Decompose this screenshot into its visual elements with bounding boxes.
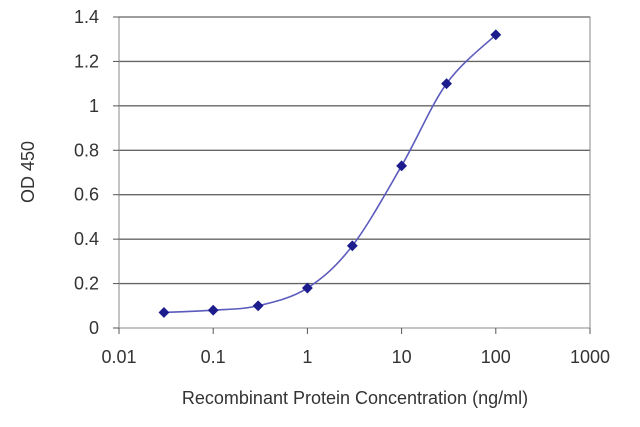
y-tick-label: 1.4 [74, 7, 99, 27]
y-axis-title: OD 450 [18, 141, 38, 203]
data-point [207, 304, 219, 316]
x-tick-label: 0.1 [201, 347, 226, 367]
y-tick-label: 1.2 [74, 51, 99, 71]
plot-frame [118, 16, 591, 329]
x-tick-label: 1000 [570, 347, 610, 367]
series-points [158, 29, 502, 318]
data-point [396, 160, 408, 172]
series-curve [163, 34, 497, 314]
data-point [252, 300, 264, 312]
y-tick-label: 0.8 [74, 140, 99, 160]
y-axis: 0 0.2 0.4 0.6 0.8 1 1.2 1.4 [74, 7, 119, 338]
data-point [346, 240, 358, 252]
x-axis: 0.01 0.1 1 10 100 1000 [101, 328, 610, 367]
data-point [301, 282, 313, 294]
y-tick-label: 0.2 [74, 274, 99, 294]
y-tick-label: 0.4 [74, 229, 99, 249]
x-tick-label: 0.01 [101, 347, 136, 367]
x-tick-label: 10 [392, 347, 412, 367]
data-point [490, 29, 502, 41]
data-point [441, 78, 452, 90]
y-tick-label: 0.6 [74, 185, 99, 205]
x-tick-label: 100 [481, 347, 511, 367]
y-tick-label: 1 [89, 96, 99, 116]
x-axis-title: Recombinant Protein Concentration (ng/ml… [182, 388, 528, 408]
y-tick-label: 0 [89, 318, 99, 338]
data-point [158, 307, 170, 318]
x-tick-label: 1 [302, 347, 312, 367]
